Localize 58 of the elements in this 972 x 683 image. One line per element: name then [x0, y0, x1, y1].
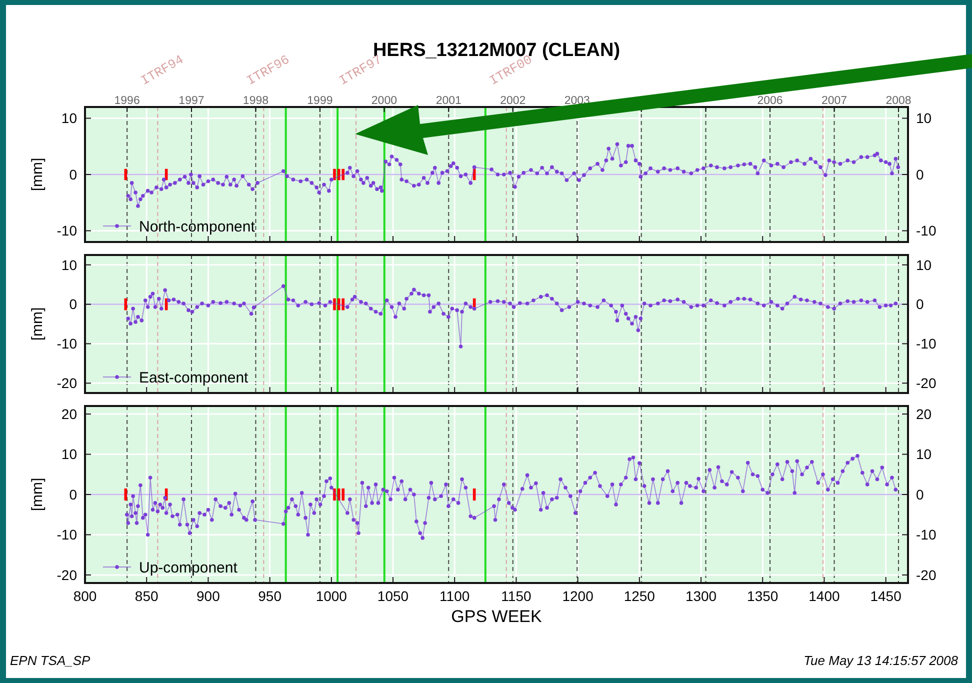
x-tick-label: 1300 [685, 588, 717, 604]
y-tick-label: -10 [56, 336, 78, 352]
x2-tick-label: 2006 [757, 95, 783, 107]
y-tick-label: 10 [61, 110, 78, 126]
y-tick-label: 0 [69, 486, 78, 502]
legend-label: East-component [139, 369, 250, 386]
x-tick-label: 1100 [440, 588, 470, 604]
y2-tick-label: -20 [916, 566, 936, 583]
x2-tick-label: 2001 [436, 95, 462, 107]
y2-tick-label: 20 [916, 406, 932, 422]
y-tick-label: 10 [61, 256, 78, 273]
x2-tick-label: 2000 [371, 95, 398, 107]
y2-tick-label: -10 [916, 336, 936, 352]
x2-tick-label: 1997 [178, 95, 204, 107]
x-tick-label: 1000 [316, 588, 348, 604]
x2-tick-label: 2008 [886, 95, 912, 107]
y2-tick-label: -10 [916, 526, 936, 543]
y-tick-label: -10 [56, 222, 78, 239]
y-tick-label: 10 [61, 446, 78, 462]
y-tick-label: 0 [69, 166, 78, 182]
y-tick-label: -10 [56, 526, 78, 543]
x2-tick-label: 2007 [821, 95, 848, 107]
y-axis-title: [mm] [29, 478, 46, 512]
y2-tick-label: 10 [916, 446, 932, 462]
x-axis-title: GPS WEEK [451, 607, 543, 626]
x2-tick-label: 2003 [564, 95, 590, 107]
x-tick-label: 800 [73, 588, 97, 604]
x-tick-label: 1200 [562, 588, 594, 604]
y-tick-label: -20 [56, 566, 78, 583]
x-tick-label: 1400 [808, 588, 840, 604]
legend-label: North-component [139, 218, 256, 236]
x-tick-label: 1250 [624, 588, 656, 604]
x2-tick-label: 2002 [500, 95, 526, 107]
y-tick-label: 0 [69, 296, 78, 312]
x-tick-label: 1150 [501, 588, 532, 604]
y2-tick-label: 0 [916, 486, 924, 502]
x-tick-label: 950 [258, 588, 282, 604]
y-tick-label: 20 [61, 406, 78, 422]
x-tick-label: 1350 [747, 588, 778, 604]
x2-tick-label: 1998 [242, 95, 269, 107]
x2-tick-label: 1999 [307, 95, 333, 107]
y2-tick-label: 10 [916, 256, 932, 273]
y-axis-title: [mm] [29, 158, 46, 192]
y-axis-title: [mm] [29, 307, 46, 341]
x-tick-label: 1050 [377, 588, 409, 604]
y2-tick-label: 10 [916, 110, 932, 126]
y2-tick-label: 0 [916, 166, 924, 182]
x-tick-label: 900 [196, 588, 220, 604]
legend-label: Up-component [139, 559, 238, 576]
text: Tue May 13 14:15:57 2008 [804, 653, 959, 668]
y2-tick-label: -20 [916, 375, 936, 392]
x-tick-label: 1450 [870, 588, 902, 604]
x-tick-label: 850 [134, 588, 158, 604]
y-tick-label: -20 [56, 375, 78, 392]
y2-tick-label: 0 [916, 296, 924, 312]
x2-tick-label: 1996 [114, 95, 140, 107]
y2-tick-label: -10 [916, 222, 936, 239]
text: EPN TSA_SP [10, 653, 91, 668]
